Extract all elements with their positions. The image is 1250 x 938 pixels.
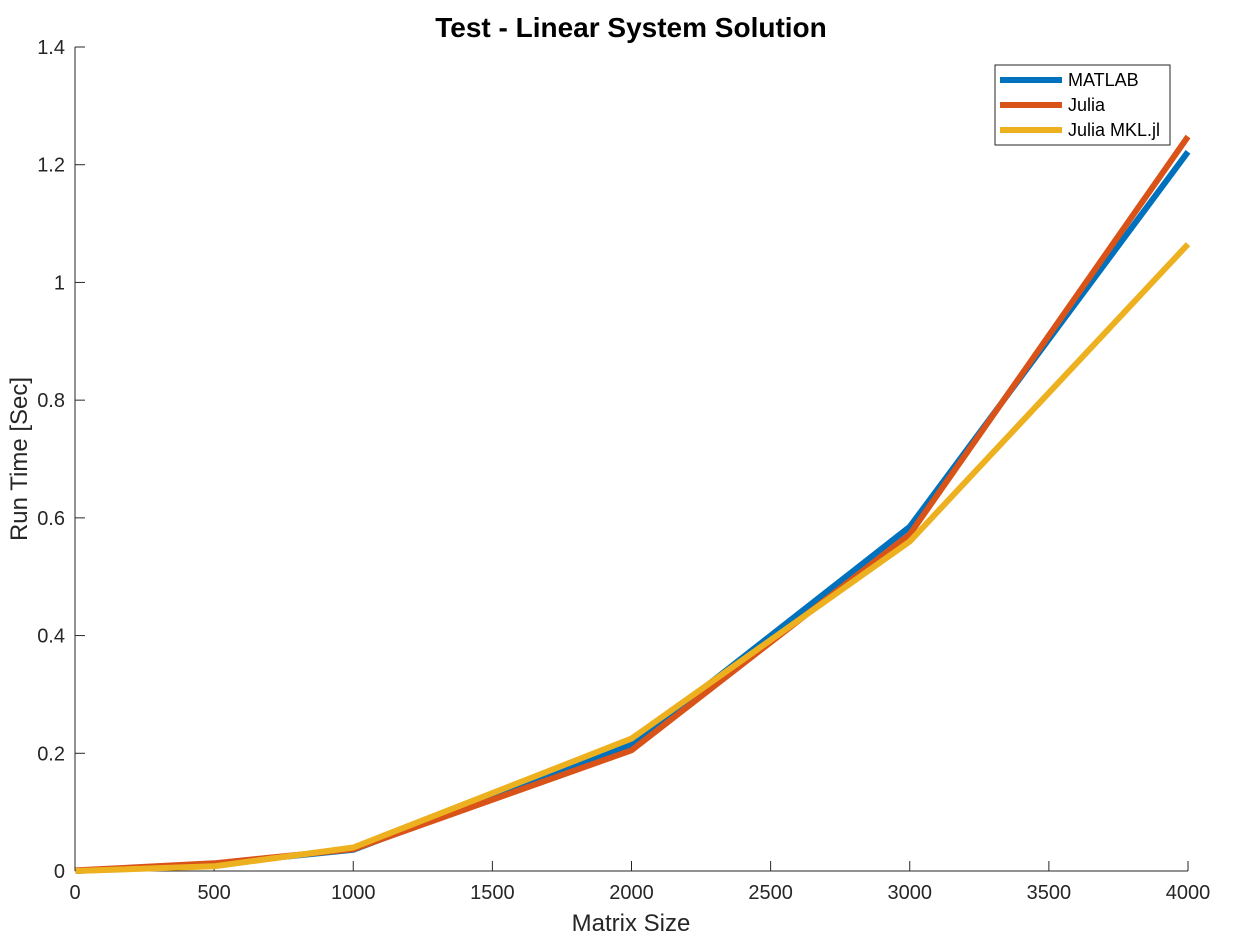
x-tick-label: 1500: [470, 882, 515, 904]
chart-title: Test - Linear System Solution: [435, 12, 827, 43]
y-tick-label: 0.4: [37, 626, 65, 648]
x-tick-label: 2500: [748, 882, 793, 904]
y-tick-label: 1: [54, 272, 65, 294]
legend-items: MATLAB Julia Julia MKL.jl: [1000, 70, 1160, 140]
x-tick-label: 2000: [609, 882, 654, 904]
x-ticks: 0 500 1000 1500 2000 2500 3000 3500 4000: [69, 861, 1210, 904]
y-tick-label: 0: [54, 861, 65, 883]
y-tick-label: 1.2: [37, 155, 65, 177]
legend-label-matlab: MATLAB: [1068, 70, 1139, 90]
y-tick-label: 0.6: [37, 508, 65, 530]
x-tick-label: 3000: [888, 882, 933, 904]
series-group: [75, 134, 1191, 874]
y-tick-label: 1.4: [37, 37, 65, 59]
y-tick-label: 0.8: [37, 390, 65, 412]
x-tick-label: 1000: [331, 882, 376, 904]
x-axis-label: Matrix Size: [572, 910, 691, 937]
series-line-julia-mkl-jl: [75, 242, 1191, 874]
x-tick-label: 500: [197, 882, 230, 904]
x-tick-label: 4000: [1166, 882, 1211, 904]
legend-label-julia: Julia: [1068, 95, 1106, 115]
legend-label-julia-mkl-jl: Julia MKL.jl: [1068, 120, 1160, 140]
y-axis-label: Run Time [Sec]: [6, 377, 33, 541]
x-tick-label: 3500: [1027, 882, 1072, 904]
y-tick-label: 0.2: [37, 743, 65, 765]
y-ticks: 0 0.2 0.4 0.6 0.8 1 1.2 1.4: [37, 37, 85, 883]
legend: MATLAB Julia Julia MKL.jl: [994, 64, 1171, 146]
x-tick-label: 0: [69, 882, 80, 904]
